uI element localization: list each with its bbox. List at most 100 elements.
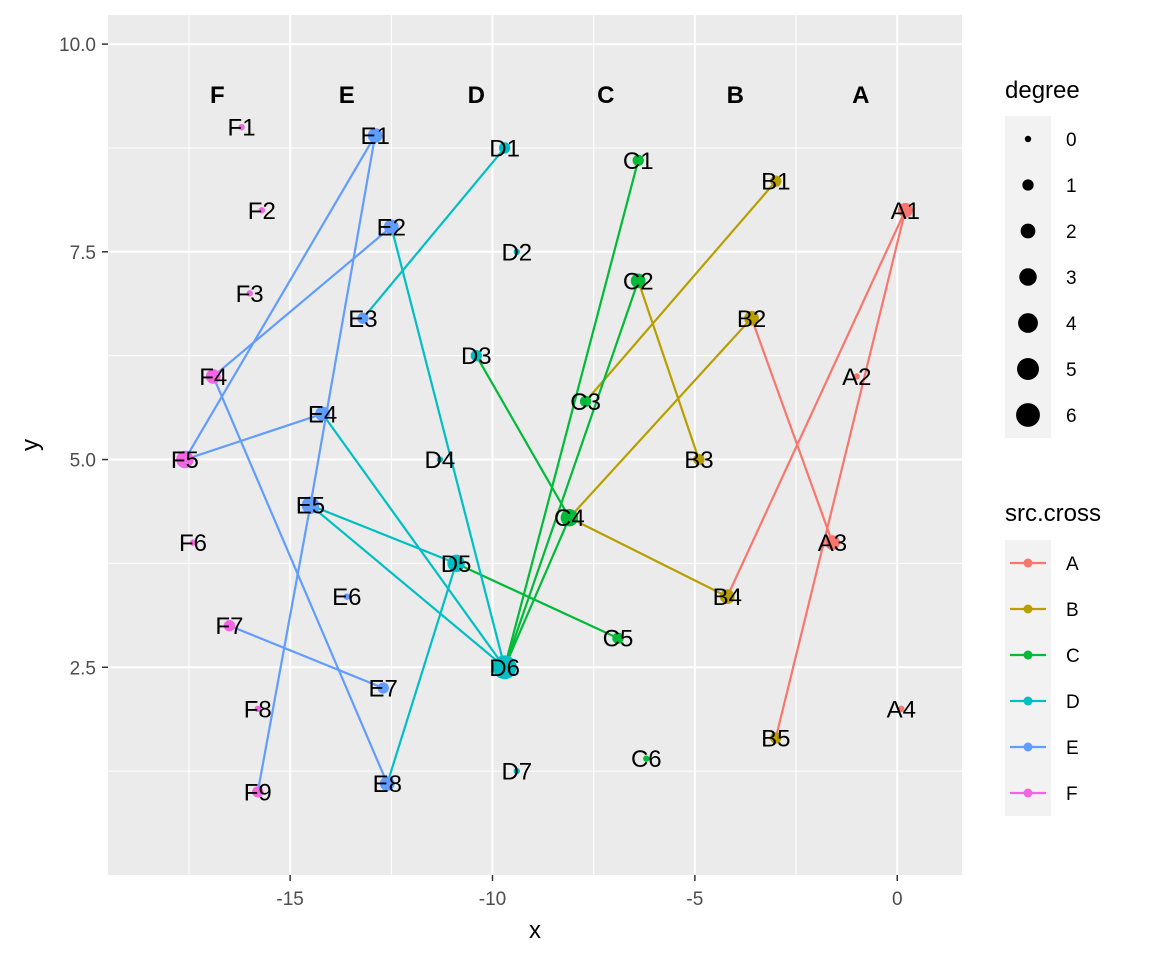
node-label-E8: E8 — [373, 771, 402, 798]
node-D1 — [498, 142, 511, 154]
node-F3 — [246, 290, 253, 297]
edge-C2-D6 — [503, 280, 640, 668]
legend-degree-label-1: 1 — [1066, 176, 1077, 197]
grid-minor — [108, 15, 962, 875]
group-label-D: D — [468, 82, 485, 109]
node-F1 — [238, 123, 245, 131]
node-label-F4: F4 — [199, 364, 227, 391]
node-E8 — [379, 776, 395, 791]
node-label-C2: C2 — [623, 268, 654, 295]
node-label-B4: B4 — [713, 584, 742, 611]
legend-degree-label-2: 2 — [1066, 222, 1077, 243]
edge-E4-D6 — [321, 413, 506, 668]
node-label-B2: B2 — [737, 306, 766, 333]
node-C1 — [632, 154, 644, 167]
x-tick-label: 0 — [892, 889, 903, 910]
legend-src-cross-dot-E — [1023, 742, 1033, 752]
x-tick-label: -5 — [686, 889, 703, 910]
node-label-E1: E1 — [360, 123, 389, 150]
legend-degree-label-5: 5 — [1066, 360, 1077, 381]
node-C4 — [560, 508, 579, 527]
edge-D1-E3 — [362, 147, 506, 319]
node-label-B3: B3 — [684, 447, 713, 474]
node-label-C6: C6 — [631, 746, 662, 773]
legend-src-cross-title: src.cross — [1005, 500, 1101, 527]
node-label-D6: D6 — [489, 655, 520, 682]
node-C6 — [643, 755, 650, 762]
node-label-D2: D2 — [501, 239, 532, 266]
node-label-F3: F3 — [236, 281, 264, 308]
node-E7 — [377, 682, 389, 694]
node-label-E5: E5 — [296, 493, 325, 520]
node-label-F7: F7 — [215, 613, 243, 640]
edge-D5-C5 — [455, 562, 619, 640]
legend-src-cross-dot-A — [1023, 558, 1033, 568]
node-label-F2: F2 — [248, 198, 276, 225]
edge-E2-D6 — [390, 226, 506, 668]
node-F6 — [189, 539, 197, 546]
edge-E1-F5 — [183, 134, 377, 461]
legend-src-cross-label-A: A — [1066, 554, 1079, 575]
node-label-E6: E6 — [332, 584, 361, 611]
group-label-C: C — [597, 82, 614, 109]
x-tick-label: -10 — [479, 889, 506, 910]
edge-E1-E5 — [309, 135, 377, 506]
legend-degree: degree 0 1 2 3 4 5 6 — [1005, 77, 1080, 438]
y-axis: 2.5 5.0 7.5 10.0 — [59, 35, 108, 679]
node-label-E2: E2 — [377, 214, 406, 241]
edge-C4-B4 — [568, 516, 728, 598]
node-label-D5: D5 — [441, 551, 472, 578]
x-axis-title: x — [529, 917, 541, 944]
group-label-E: E — [339, 82, 355, 109]
node-label-B5: B5 — [761, 725, 790, 752]
edge-D3-C4 — [475, 355, 571, 519]
y-tick-label: 5.0 — [70, 451, 96, 472]
legend-degree-title: degree — [1005, 77, 1080, 104]
edge-B1-C3 — [584, 180, 777, 403]
node-C3 — [579, 395, 592, 408]
node-E4 — [315, 406, 330, 422]
node-F9 — [252, 786, 264, 798]
node-label-A3: A3 — [818, 530, 847, 557]
node-D6 — [492, 655, 517, 680]
edge-F7-E7 — [229, 624, 384, 690]
node-D5 — [447, 554, 465, 573]
node-D7 — [513, 767, 520, 775]
group-label-F: F — [210, 82, 225, 109]
node-B4 — [719, 589, 735, 605]
legend-degree-label-0: 0 — [1066, 130, 1077, 151]
legend-src-cross-key-bg — [1005, 540, 1051, 816]
node-label-F8: F8 — [244, 696, 272, 723]
legend-degree-key-0 — [1024, 135, 1032, 143]
node-E1 — [367, 128, 383, 143]
node-label-C5: C5 — [603, 626, 634, 653]
legend-degree-key-5 — [1017, 358, 1039, 380]
plot-panel — [108, 15, 962, 875]
node-F8 — [254, 705, 261, 713]
legend-src-cross-label-B: B — [1066, 600, 1079, 621]
node-E6 — [343, 593, 350, 600]
node-D4 — [436, 456, 444, 463]
node-B2 — [744, 310, 759, 326]
node-D3 — [470, 349, 482, 362]
node-F2 — [258, 207, 266, 214]
y-tick-label: 7.5 — [70, 243, 96, 264]
group-label-B: B — [727, 82, 744, 109]
edge-C1-D6 — [503, 160, 640, 668]
node-D2 — [513, 248, 520, 256]
node-label-F5: F5 — [171, 447, 199, 474]
node-B3 — [693, 453, 705, 466]
legend-src-cross-label-F: F — [1066, 784, 1078, 805]
node-label-E3: E3 — [348, 306, 377, 333]
node-C5 — [612, 632, 624, 644]
edge-E4-F5 — [184, 412, 323, 461]
edge-C2-B3 — [637, 280, 700, 460]
edge-A1-B4 — [726, 209, 907, 598]
edge-A1-B5 — [774, 210, 907, 739]
node-label-A2: A2 — [842, 364, 871, 391]
x-tick-label: -15 — [276, 889, 303, 910]
edge-C4-D6 — [503, 517, 571, 668]
legend-src-cross-label-E: E — [1066, 738, 1079, 759]
node-label-A4: A4 — [887, 696, 916, 723]
